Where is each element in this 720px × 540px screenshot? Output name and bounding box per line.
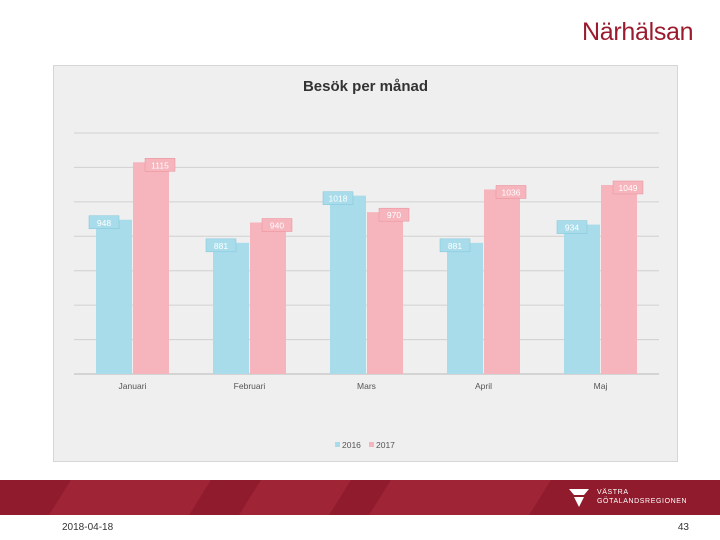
bar-2016-maj: [564, 224, 600, 374]
data-label: 1115: [151, 160, 169, 170]
bar-chart: 948 1115 Januari 881 940 Februari 1018 970 Mars 8…: [74, 132, 659, 450]
legend-label-2017: 2017: [376, 440, 395, 450]
bar-2016-april: [447, 242, 483, 374]
vgr-logo-icon: [569, 489, 589, 507]
bar-2017-januari: [133, 162, 169, 374]
x-tick-label: Mars: [357, 381, 376, 391]
data-label: 948: [97, 218, 111, 228]
legend-label-2016: 2016: [342, 440, 361, 450]
data-label: 934: [565, 223, 579, 233]
data-label-box: [261, 218, 293, 232]
data-label: 881: [214, 241, 228, 251]
data-label-box: [144, 158, 176, 172]
data-label-box: [322, 191, 354, 205]
data-label-box: [88, 215, 120, 230]
chart-title: Besök per månad: [302, 78, 429, 95]
footer-date: 2018-04-18: [62, 522, 114, 533]
footer-bar: [0, 480, 720, 515]
legend-swatch-2016: [335, 442, 340, 447]
data-label: 940: [270, 221, 284, 231]
bar-2017-april: [484, 189, 520, 374]
bar-2016-mars: [330, 195, 366, 374]
x-tick-label: Februari: [234, 381, 266, 391]
brand-logo-text: Närhälsan: [582, 18, 694, 46]
data-label-box: [612, 180, 644, 195]
bar-2017-maj: [601, 184, 637, 374]
data-label: 1049: [619, 183, 638, 193]
bar-2016-januari: [96, 219, 132, 374]
bar-2017-februari: [250, 222, 286, 374]
data-label-box: [556, 220, 588, 234]
data-label: 881: [448, 241, 462, 251]
data-label: 1036: [502, 187, 521, 197]
x-tick-label: Maj: [594, 381, 608, 391]
chart-panel: Besök per månad 948 1115 Januari 881 940 Febr…: [53, 65, 678, 462]
data-label-box: [378, 207, 410, 222]
bar-2016-februari: [213, 242, 249, 374]
page-number: 43: [677, 522, 689, 533]
vgr-logo-line2: GÖTALANDSREGIONEN: [597, 498, 688, 505]
data-label-box: [495, 185, 527, 199]
data-label-box: [205, 238, 237, 253]
vgr-logo-line1: VÄSTRA: [597, 489, 629, 496]
bar-2017-mars: [367, 212, 403, 374]
x-tick-label: April: [475, 381, 492, 391]
vgr-logo-text: VÄSTRA GÖTALANDSREGIONEN: [597, 488, 687, 506]
data-label-box: [439, 238, 471, 253]
x-tick-label: Januari: [119, 381, 147, 391]
data-label: 1018: [329, 194, 348, 204]
legend-swatch-2017: [369, 442, 374, 447]
data-label: 970: [387, 210, 401, 220]
